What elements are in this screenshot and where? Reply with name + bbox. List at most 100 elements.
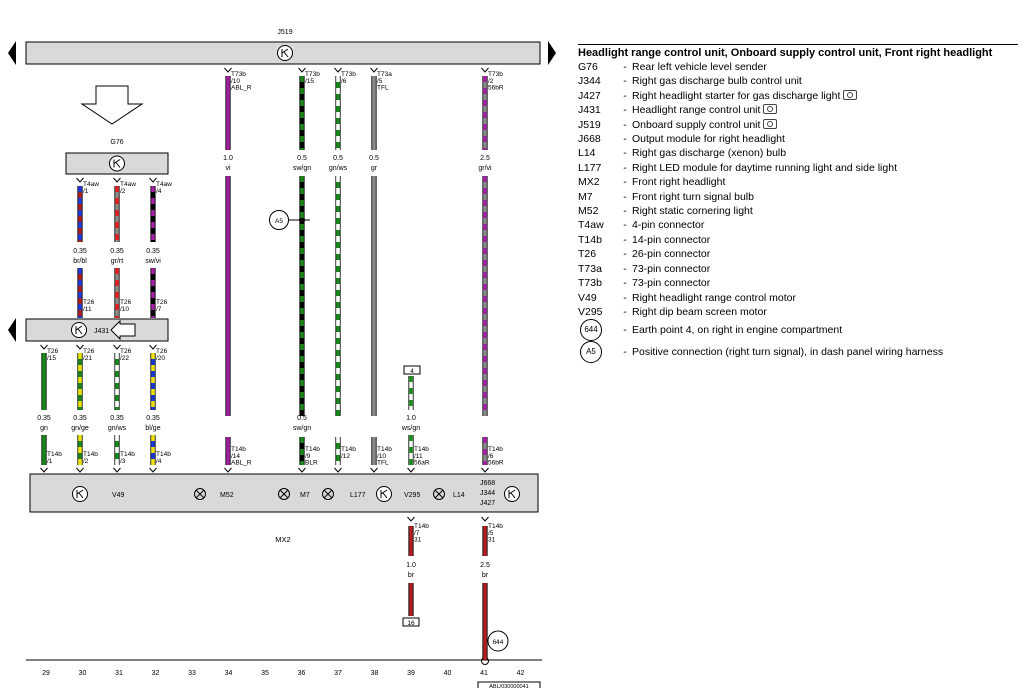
mx-connector-arrow-icon bbox=[298, 467, 306, 473]
legend-dash: - bbox=[623, 133, 627, 146]
legend-symbol-item: 644 - Earth point 4, on right in engine co… bbox=[578, 319, 1018, 342]
camera-icon[interactable] bbox=[843, 89, 858, 100]
right-nav-arrow-icon[interactable] bbox=[548, 41, 556, 65]
legend-item: T73a -73-pin connector bbox=[578, 262, 1018, 276]
j431-label: J431 bbox=[94, 328, 109, 335]
j519-connector-arrow-icon bbox=[334, 67, 342, 73]
l177-label: L177 bbox=[350, 492, 366, 499]
legend-desc-text: Right LED module for daytime running lig… bbox=[632, 161, 897, 174]
legend-desc: Right static cornering light bbox=[632, 204, 1018, 218]
m7-label: M7 bbox=[300, 492, 310, 499]
l14-label: L14 bbox=[453, 492, 465, 499]
fuse-bottom-label: 16 bbox=[407, 620, 415, 627]
j431-out-pin-label-line: /15 bbox=[47, 355, 56, 362]
j519-pin-label: T73b/6 bbox=[341, 71, 356, 85]
j431-in-pin-label-line: T26 bbox=[120, 299, 132, 306]
legend-item: L14 - Right gas discharge (xenon) bulb bbox=[578, 146, 1018, 160]
left-nav-arrow-icon[interactable] bbox=[8, 41, 16, 65]
mx-pin-label: T14b/14 ABL_R bbox=[231, 446, 252, 467]
m7-lamp-icon bbox=[278, 488, 290, 500]
m7-lamp-icon-cross bbox=[279, 489, 289, 499]
legend-desc-text: Rear left vehicle level sender bbox=[632, 61, 767, 73]
mx-pin-label-line: T14b bbox=[83, 451, 98, 458]
legend-dash: - bbox=[623, 190, 627, 203]
legend-desc: Right gas discharge (xenon) bulb bbox=[632, 146, 1018, 160]
mx-pin-label-line: T14b bbox=[377, 446, 392, 453]
j519-connector-arrow-icon bbox=[481, 67, 489, 73]
j519-pin-label-line: /5 bbox=[377, 78, 383, 85]
g76-connector-arrow-icon bbox=[113, 177, 121, 183]
j431-out-pin-label: T26/15 bbox=[47, 348, 59, 362]
j431-connector-arrow-icon bbox=[149, 344, 157, 350]
ground-pin-label-line: 31 bbox=[414, 537, 422, 544]
legend-desc-text: 73-pin connector bbox=[632, 262, 711, 275]
legend-code: T73b bbox=[578, 277, 602, 290]
mx-pin-label: T14b/10 TFL bbox=[377, 446, 392, 467]
j431-out-pin-label-line: /21 bbox=[83, 355, 92, 362]
mx-pin-label-line: /14 bbox=[231, 453, 240, 460]
mx2-box bbox=[29, 473, 539, 513]
legend-dash: - bbox=[623, 324, 627, 337]
j431-wire-color: gn/ge bbox=[71, 425, 89, 432]
legend-desc-text: Onboard supply control unit bbox=[632, 118, 761, 131]
j519-wire-size: 0.5 bbox=[333, 155, 343, 162]
legend-code: L177 bbox=[578, 161, 602, 174]
legend-dash: - bbox=[623, 176, 627, 189]
mx-pin-label-line: T14b bbox=[156, 451, 171, 458]
legend-item: MX2 - Front right headlight bbox=[578, 175, 1018, 189]
legend-title: Headlight range control unit, Onboard su… bbox=[578, 44, 1018, 60]
left-nav-arrow-icon[interactable] bbox=[8, 318, 16, 342]
legend-code: J344 bbox=[578, 75, 601, 88]
legend-dash: - bbox=[623, 104, 627, 117]
legend-dash: - bbox=[623, 89, 627, 102]
g76-wire-size: 0.35 bbox=[110, 248, 124, 255]
j344-label: J344 bbox=[480, 490, 495, 497]
mx-connector-arrow-icon bbox=[113, 467, 121, 473]
j431-out-pin-label-line: T26 bbox=[120, 348, 132, 355]
legend-desc-text: 14-pin connector bbox=[632, 233, 711, 246]
g76-label: G76 bbox=[110, 139, 123, 146]
g76-pin-label-line: T4aw bbox=[83, 181, 99, 188]
m52-label: M52 bbox=[220, 492, 234, 499]
g76-pin-label-line: /4 bbox=[156, 188, 162, 195]
v49-ecu-icon-glyph bbox=[76, 489, 84, 499]
mx-pin-label-line: T14b bbox=[488, 446, 503, 453]
j519-pin-label-line: ABL_R bbox=[231, 85, 252, 92]
ground-pin-label-line: T14b bbox=[488, 523, 503, 530]
j519-wire-size: 2.5 bbox=[480, 155, 490, 162]
camera-icon[interactable] bbox=[763, 104, 778, 115]
mx-connector-arrow-icon bbox=[407, 467, 415, 473]
legend-code: T26 bbox=[578, 248, 597, 261]
legend-item: J344 - Right gas discharge bulb control un… bbox=[578, 74, 1018, 88]
m7-lamp-icon-2-cross bbox=[323, 489, 333, 499]
g76-wire-color: sw/vi bbox=[145, 258, 161, 265]
fuse-box-top bbox=[403, 365, 421, 375]
mx2-label: MX2 bbox=[275, 535, 290, 544]
mx-connector-arrow-icon bbox=[149, 467, 157, 473]
v49-label: V49 bbox=[112, 492, 125, 499]
legend-desc-text: Right gas discharge bulb control unit bbox=[632, 75, 802, 88]
j519-pin-label-line: /2 bbox=[488, 78, 494, 85]
mx-pin-label-line: /9 bbox=[305, 453, 311, 460]
j431-in-pin-label-line: /10 bbox=[120, 306, 129, 313]
legend-code: T14b bbox=[578, 233, 602, 246]
j519-pin-label: T73a/5 TFL bbox=[377, 71, 392, 92]
mx-connector-arrow-icon bbox=[40, 467, 48, 473]
legend-dash: - bbox=[623, 277, 627, 290]
legend-desc-text: Headlight range control unit bbox=[632, 104, 761, 117]
j519-wire-color: gn/ws bbox=[329, 165, 348, 172]
g76-wire-size: 0.35 bbox=[73, 248, 87, 255]
legend-dash: - bbox=[623, 161, 627, 174]
legend-desc: Rear left vehicle level sender bbox=[632, 60, 1018, 74]
j431-wire-color: bl/ge bbox=[145, 425, 160, 432]
legend-desc: 73-pin connector bbox=[632, 276, 1018, 290]
legend-code: T73a bbox=[578, 262, 602, 275]
legend-item: T4aw -4-pin connector bbox=[578, 218, 1018, 232]
g76-pin-label-line: /1 bbox=[83, 188, 89, 195]
wire-color-repeat: sw/gn bbox=[293, 425, 311, 432]
camera-icon[interactable] bbox=[763, 118, 778, 129]
column-number: 36 bbox=[298, 670, 306, 677]
j519-pin-label-line: T73b bbox=[231, 71, 246, 78]
legend-code: V49 bbox=[578, 291, 597, 304]
j431-in-pin-label-line: /11 bbox=[83, 306, 92, 313]
